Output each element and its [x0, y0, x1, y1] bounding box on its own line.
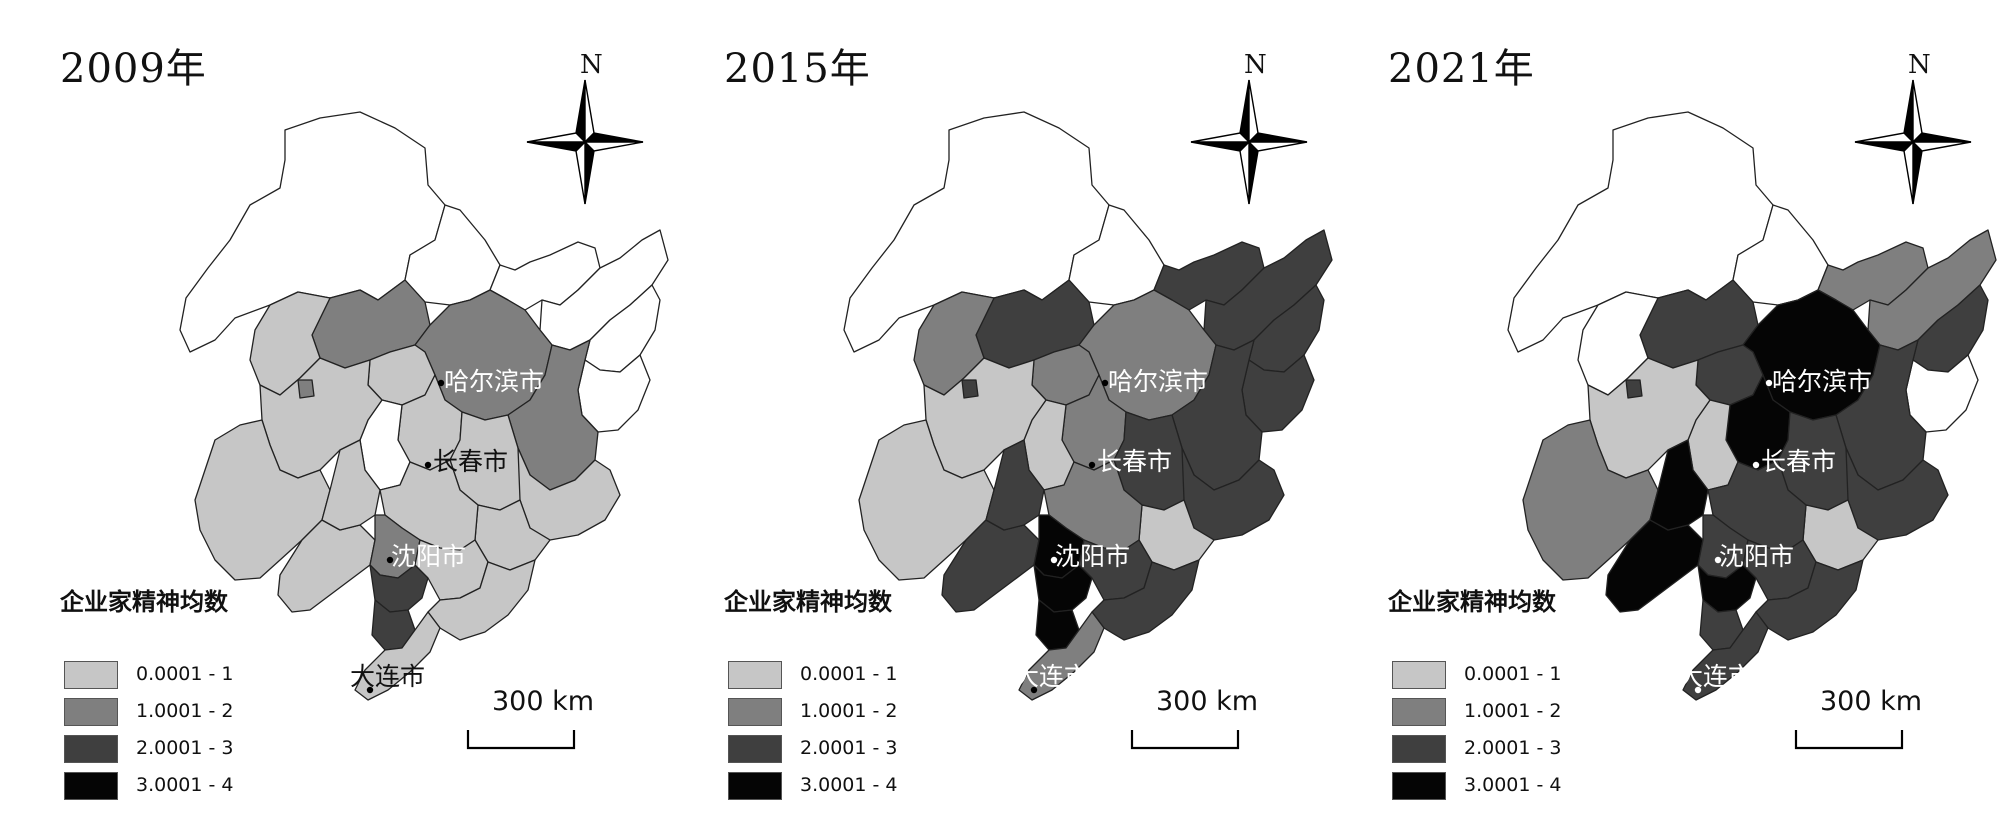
scale-bar — [1130, 730, 1240, 750]
map-svg — [843, 79, 1333, 750]
region-dalian — [1682, 611, 1769, 701]
legend-label: 1.0001 - 2 — [800, 700, 898, 722]
legend-swatch — [1392, 661, 1446, 689]
regions-group — [179, 111, 669, 701]
city-label-harbin: 哈尔滨市 — [444, 367, 545, 396]
region-small_w — [297, 379, 315, 399]
legend-swatch — [64, 661, 118, 689]
city-dot-changchun — [424, 461, 432, 469]
city-label-dalian: 大连市 — [1678, 662, 1754, 691]
map-panel-2015: 2015年 N 企业家精神均数 0.0001 - 1 1.0001 - 2 2.… — [694, 0, 1360, 813]
city-label-changchun: 长春市 — [433, 447, 509, 476]
legend-label: 3.0001 - 4 — [1464, 774, 1562, 796]
city-label-shenyang: 沈阳市 — [1719, 542, 1795, 571]
city-label-changchun: 长春市 — [1097, 447, 1173, 476]
year-title: 2009年 — [60, 46, 207, 92]
north-label: N — [1908, 50, 1931, 80]
scale-bar — [1794, 730, 1904, 750]
legend-swatch — [728, 772, 782, 800]
legend-title: 企业家精神均数 — [724, 588, 892, 616]
region-dalian — [1018, 611, 1105, 701]
region-dalian — [354, 611, 441, 701]
region-fuxin — [1649, 439, 1709, 531]
legend-label: 1.0001 - 2 — [136, 700, 234, 722]
legend-title: 企业家精神均数 — [60, 588, 228, 616]
city-dot-changchun — [1088, 461, 1096, 469]
legend-swatch — [728, 661, 782, 689]
legend-label: 3.0001 - 4 — [800, 774, 898, 796]
scale-label: 300 km — [1820, 686, 1923, 717]
legend-swatch — [64, 772, 118, 800]
city-label-harbin: 哈尔滨市 — [1772, 367, 1873, 396]
city-dot-harbin — [437, 379, 445, 387]
legend-label: 2.0001 - 3 — [136, 737, 234, 759]
city-label-harbin: 哈尔滨市 — [1108, 367, 1209, 396]
city-dot-shenyang — [1050, 556, 1058, 564]
region-small_w — [1625, 379, 1643, 399]
legend-label: 3.0001 - 4 — [136, 774, 234, 796]
legend-label: 0.0001 - 1 — [1464, 663, 1562, 685]
region-yichun — [404, 204, 501, 306]
regions-group — [843, 111, 1333, 701]
city-label-dalian: 大连市 — [1014, 662, 1090, 691]
north-arrow-icon — [1854, 79, 1972, 205]
region-yichun — [1732, 204, 1829, 306]
north-arrow-icon — [1190, 79, 1308, 205]
region-yichun — [1068, 204, 1165, 306]
legend-swatch — [1392, 735, 1446, 763]
scale-label: 300 km — [492, 686, 595, 717]
legend-label: 0.0001 - 1 — [800, 663, 898, 685]
map-panel-2009: 2009年 N 企业家精神均数 0.0001 - 1 1.0001 - 2 2.… — [30, 0, 696, 813]
north-label: N — [580, 50, 603, 80]
legend-swatch — [1392, 698, 1446, 726]
legend-label: 2.0001 - 3 — [800, 737, 898, 759]
legend-label: 1.0001 - 2 — [1464, 700, 1562, 722]
north-arrow-icon — [526, 79, 644, 205]
map-svg — [179, 79, 669, 750]
map-panel-2021: 2021年 N 企业家精神均数 0.0001 - 1 1.0001 - 2 2.… — [1358, 0, 2000, 813]
legend-label: 2.0001 - 3 — [1464, 737, 1562, 759]
legend-label: 0.0001 - 1 — [136, 663, 234, 685]
year-title: 2015年 — [724, 46, 871, 92]
city-dot-harbin — [1765, 379, 1773, 387]
city-dot-dalian — [1030, 686, 1038, 694]
regions-group — [1507, 111, 1997, 701]
city-dot-shenyang — [386, 556, 394, 564]
north-label: N — [1244, 50, 1267, 80]
region-small_w — [961, 379, 979, 399]
legend-title: 企业家精神均数 — [1388, 588, 1556, 616]
city-label-shenyang: 沈阳市 — [1055, 542, 1131, 571]
year-title: 2021年 — [1388, 46, 1535, 92]
region-fuxin — [985, 439, 1045, 531]
city-dot-dalian — [366, 686, 374, 694]
city-dot-harbin — [1101, 379, 1109, 387]
scale-label: 300 km — [1156, 686, 1259, 717]
city-label-dalian: 大连市 — [350, 662, 426, 691]
legend-swatch — [1392, 772, 1446, 800]
region-fuxin — [321, 439, 381, 531]
legend-swatch — [728, 698, 782, 726]
map-svg — [1507, 79, 1997, 750]
city-dot-changchun — [1752, 461, 1760, 469]
city-label-changchun: 长春市 — [1761, 447, 1837, 476]
legend-swatch — [64, 698, 118, 726]
legend-swatch — [64, 735, 118, 763]
scale-bar — [466, 730, 576, 750]
city-dot-shenyang — [1714, 556, 1722, 564]
city-label-shenyang: 沈阳市 — [391, 542, 467, 571]
city-dot-dalian — [1694, 686, 1702, 694]
legend-swatch — [728, 735, 782, 763]
